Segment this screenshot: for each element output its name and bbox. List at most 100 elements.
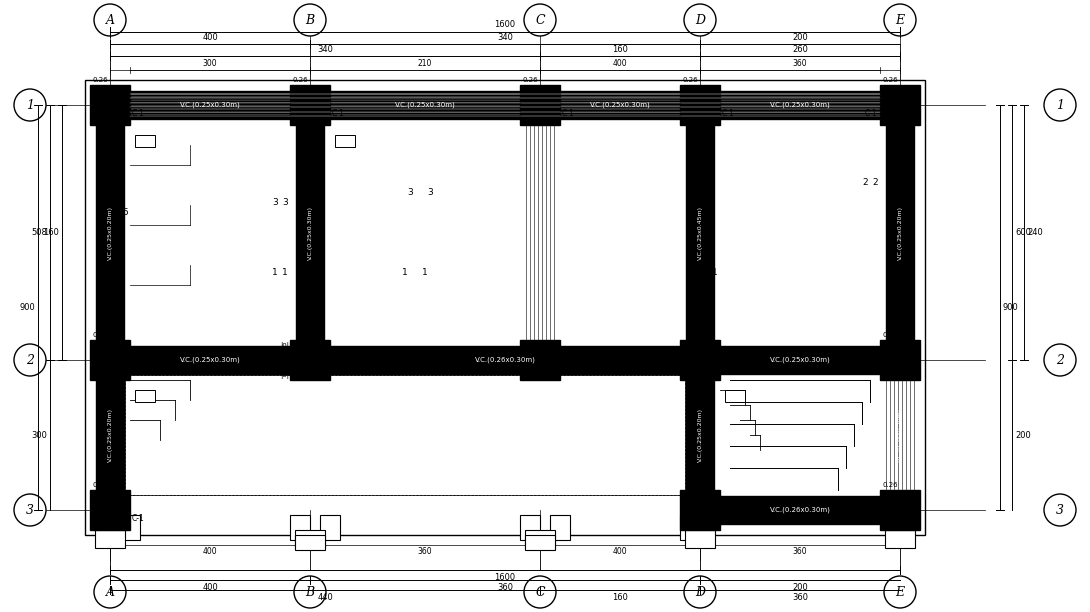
Bar xyxy=(685,530,715,548)
Text: 2: 2 xyxy=(862,178,868,187)
Text: 1: 1 xyxy=(422,268,428,277)
Bar xyxy=(85,80,925,535)
Text: E: E xyxy=(896,13,905,26)
Bar xyxy=(125,375,685,495)
Text: 1: 1 xyxy=(282,268,288,277)
Text: C-1: C-1 xyxy=(865,514,877,523)
Bar xyxy=(96,119,124,346)
Text: |o|: |o| xyxy=(280,341,290,348)
Bar xyxy=(685,496,916,524)
Text: 3: 3 xyxy=(1056,504,1064,517)
Text: 1: 1 xyxy=(402,268,408,277)
Bar xyxy=(335,135,355,147)
Bar xyxy=(680,515,700,540)
Text: V.C.(0.26x0.30m): V.C.(0.26x0.30m) xyxy=(770,507,831,513)
Text: C-1: C-1 xyxy=(865,109,877,118)
Text: D: D xyxy=(695,586,705,599)
Bar xyxy=(680,85,720,125)
Text: 160: 160 xyxy=(613,593,628,602)
Bar xyxy=(680,340,720,380)
Bar xyxy=(96,374,124,496)
Text: V.C.(0.25x0.20m): V.C.(0.25x0.20m) xyxy=(108,206,112,259)
Text: 210: 210 xyxy=(417,59,433,68)
Text: V.C.(0.25x0.20m): V.C.(0.25x0.20m) xyxy=(897,206,903,259)
Bar xyxy=(290,340,330,380)
Bar xyxy=(686,119,714,346)
Text: 360: 360 xyxy=(792,59,808,68)
Text: 400: 400 xyxy=(202,583,218,592)
Text: 1600: 1600 xyxy=(495,20,516,29)
Text: 1: 1 xyxy=(26,99,34,111)
Bar xyxy=(94,346,326,374)
Text: C: C xyxy=(535,586,545,599)
Text: 0.26: 0.26 xyxy=(682,77,698,83)
Text: 400: 400 xyxy=(202,33,218,42)
Text: 160: 160 xyxy=(44,228,59,237)
Bar xyxy=(520,85,560,125)
Text: 2: 2 xyxy=(872,178,877,187)
Bar xyxy=(90,85,130,125)
Bar xyxy=(525,530,555,548)
Text: 1: 1 xyxy=(702,268,707,277)
Text: C-1: C-1 xyxy=(562,109,574,118)
Text: A: A xyxy=(106,586,114,599)
Text: 340: 340 xyxy=(317,45,332,54)
Text: C-1: C-1 xyxy=(132,514,145,523)
Text: C: C xyxy=(535,13,545,26)
Bar xyxy=(120,515,140,540)
Bar xyxy=(295,530,325,548)
Text: C-1: C-1 xyxy=(722,514,735,523)
Text: 1: 1 xyxy=(1056,99,1064,111)
Bar xyxy=(320,515,340,540)
Text: C-2: C-2 xyxy=(865,364,877,373)
Text: 0.26: 0.26 xyxy=(522,77,537,83)
Text: C-2: C-2 xyxy=(722,364,735,373)
Text: 3: 3 xyxy=(427,188,433,197)
Bar xyxy=(520,515,540,540)
Text: 440: 440 xyxy=(317,593,332,602)
Text: V.C.(0.25x0.30m): V.C.(0.25x0.30m) xyxy=(307,206,313,259)
Text: 508: 508 xyxy=(32,228,47,237)
Text: 0.26: 0.26 xyxy=(292,77,307,83)
Text: 260: 260 xyxy=(792,45,808,54)
Text: 0.26: 0.26 xyxy=(882,482,898,488)
Text: |o|: |o| xyxy=(711,491,719,499)
Text: |o|: |o| xyxy=(280,371,290,378)
Text: 0.26: 0.26 xyxy=(882,77,898,83)
Text: 300: 300 xyxy=(32,430,47,439)
Text: 1: 1 xyxy=(272,268,278,277)
Bar xyxy=(294,346,916,374)
Text: 5: 5 xyxy=(112,208,118,217)
Bar xyxy=(135,135,155,147)
Text: A: A xyxy=(106,13,114,26)
Text: 1: 1 xyxy=(712,268,718,277)
Text: C-1: C-1 xyxy=(332,109,344,118)
Text: 360: 360 xyxy=(497,583,513,592)
Text: 340: 340 xyxy=(497,33,513,42)
Bar xyxy=(295,535,325,550)
Bar xyxy=(725,390,744,402)
Bar xyxy=(680,490,720,530)
Bar xyxy=(90,340,130,380)
Text: 300: 300 xyxy=(203,59,217,68)
Bar xyxy=(880,85,920,125)
Text: V.C.(0.26x0.30m): V.C.(0.26x0.30m) xyxy=(474,357,535,364)
Text: 400: 400 xyxy=(613,59,628,68)
Text: 240: 240 xyxy=(1027,228,1043,237)
Bar xyxy=(94,91,916,119)
Text: 360: 360 xyxy=(792,547,808,556)
Bar xyxy=(880,490,920,530)
Text: V.C.(0.25x0.20m): V.C.(0.25x0.20m) xyxy=(698,408,702,462)
Text: 200: 200 xyxy=(792,583,808,592)
Text: 200: 200 xyxy=(1015,430,1031,439)
Text: 200: 200 xyxy=(792,33,808,42)
Text: 5: 5 xyxy=(122,208,128,217)
Text: 0.26: 0.26 xyxy=(882,332,898,338)
Text: C-1: C-1 xyxy=(332,364,344,373)
Text: V.C.(0.25x0.30m): V.C.(0.25x0.30m) xyxy=(770,102,831,108)
Text: 2: 2 xyxy=(1056,354,1064,367)
Bar xyxy=(880,340,920,380)
Text: V.C.(0.25x0.30m): V.C.(0.25x0.30m) xyxy=(395,102,456,108)
Text: D: D xyxy=(695,13,705,26)
Text: 360: 360 xyxy=(417,547,433,556)
